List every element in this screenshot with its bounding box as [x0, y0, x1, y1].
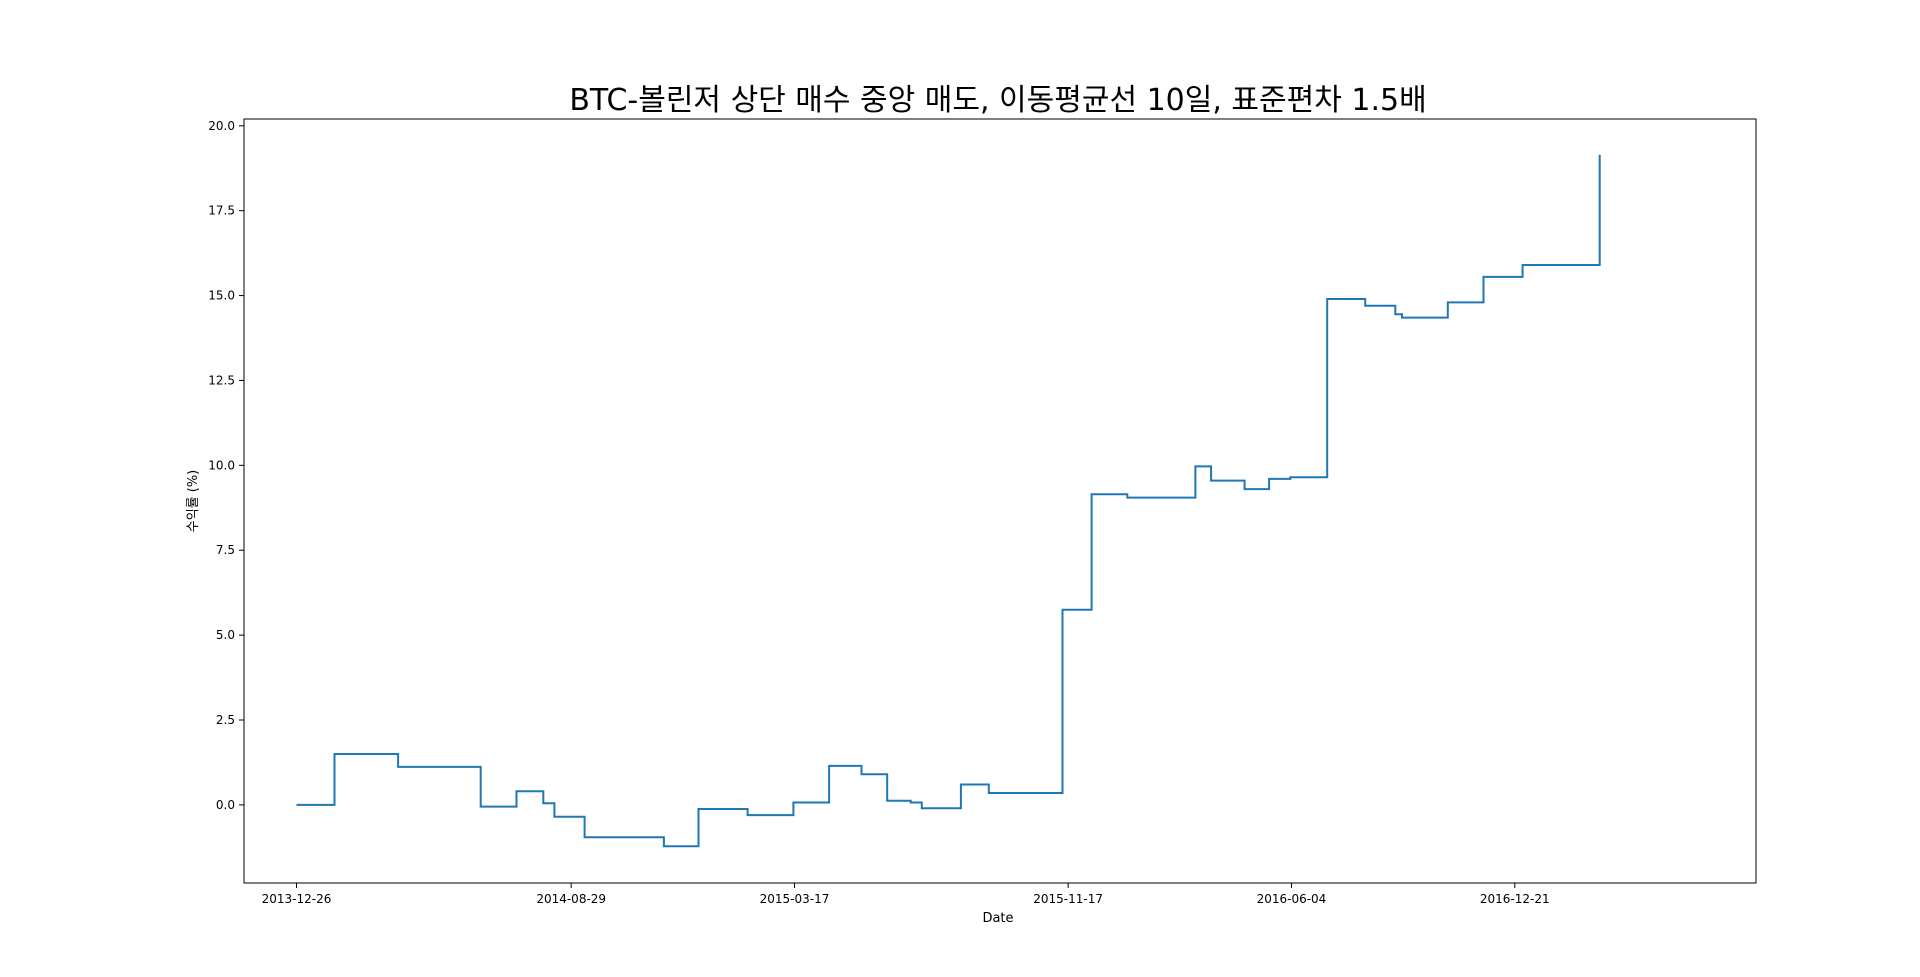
y-tick-label: 2.5	[216, 713, 235, 727]
y-tick-label: 0.0	[216, 798, 235, 812]
x-tick-label: 2015-03-17	[760, 892, 830, 906]
x-axis-label: Date	[982, 911, 1013, 926]
y-tick-label: 17.5	[208, 204, 235, 218]
plot-area-frame	[243, 118, 1757, 884]
y-axis-label: 수익률 (%)	[186, 470, 201, 533]
series-line	[296, 154, 1601, 848]
y-tick-label: 7.5	[216, 543, 235, 557]
x-tick-label: 2015-11-17	[1033, 892, 1103, 906]
x-tick-label: 2013-12-26	[262, 892, 332, 906]
y-axis: 0.0 2.5 5.0 7.5 10.0 12.5 15.0 17.5 20.0	[208, 119, 244, 812]
x-axis: 2013-12-26 2014-08-29 2015-03-17 2015-11-17…	[262, 883, 1550, 906]
x-tick-label: 2014-08-29	[536, 892, 606, 906]
x-tick-label: 2016-06-04	[1257, 892, 1327, 906]
y-tick-label: 5.0	[216, 628, 235, 642]
chart-title: BTC-볼린저 상단 매수 중앙 매도, 이동평균선 10일, 표준편차 1.5…	[569, 83, 1426, 118]
y-tick-label: 15.0	[208, 289, 235, 303]
y-tick-label: 12.5	[208, 373, 235, 387]
y-tick-label: 20.0	[208, 119, 235, 133]
y-tick-label: 10.0	[208, 458, 235, 472]
x-tick-label: 2016-12-21	[1480, 892, 1550, 906]
